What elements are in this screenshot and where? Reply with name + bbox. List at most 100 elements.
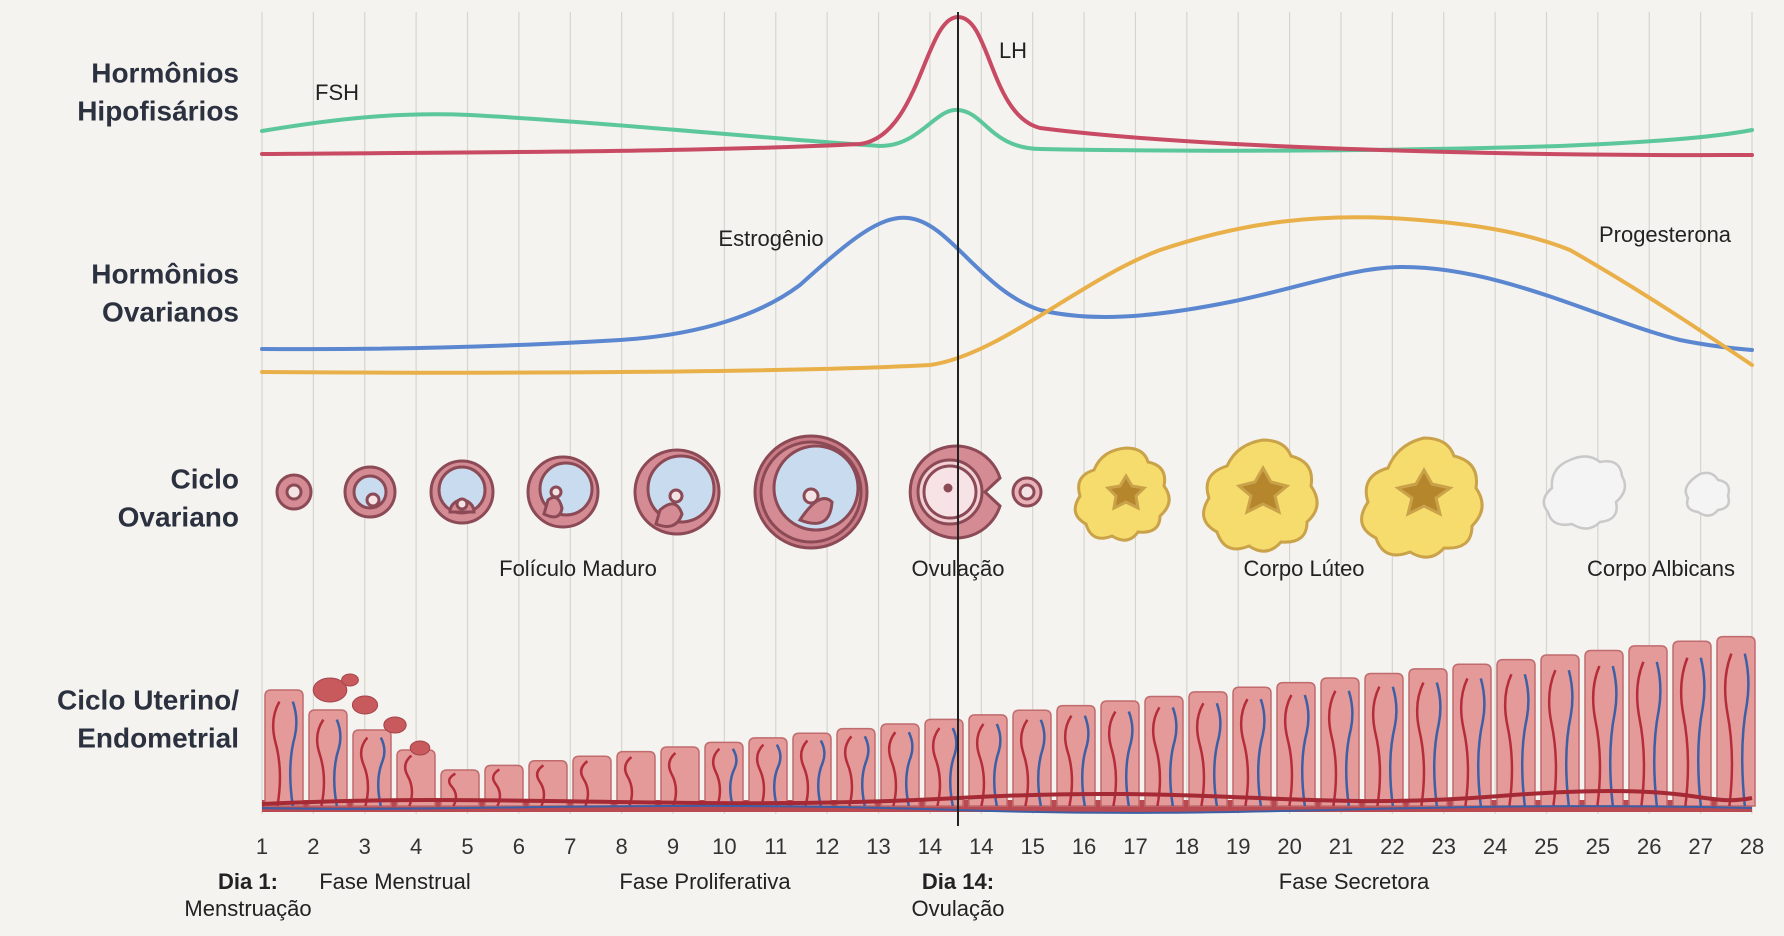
artery xyxy=(975,723,986,807)
day-label: 7 xyxy=(564,834,576,859)
vein xyxy=(1081,715,1090,807)
shed-fragment xyxy=(312,677,348,703)
shed-fragment xyxy=(409,740,431,756)
phase-title: Dia 14: xyxy=(922,869,994,894)
vein xyxy=(905,731,914,807)
vein xyxy=(729,748,738,807)
row-label: Hormônios xyxy=(91,258,239,289)
day-label: 5 xyxy=(461,834,473,859)
endometrium-column xyxy=(308,709,348,807)
phase-subtitle: Ovulação xyxy=(912,896,1005,921)
shed-fragment xyxy=(351,695,379,715)
lh-curve xyxy=(260,14,1754,158)
day-label: 26 xyxy=(1637,834,1661,859)
corpus-luteum xyxy=(1073,436,1484,559)
artery xyxy=(579,760,590,807)
vein xyxy=(993,723,1002,807)
phase-label: Fase Menstrual xyxy=(319,869,471,894)
vein xyxy=(1476,678,1486,807)
curve-label: Progesterona xyxy=(1599,222,1732,247)
artery xyxy=(1415,682,1426,807)
endometrium-column xyxy=(880,723,920,807)
artery xyxy=(1635,661,1646,807)
day-label: 3 xyxy=(359,834,371,859)
day-label: 20 xyxy=(1277,834,1301,859)
day-label: 24 xyxy=(1483,834,1507,859)
artery xyxy=(667,751,678,807)
vein xyxy=(861,735,870,807)
endometrium-column xyxy=(1056,704,1096,807)
day-label: 12 xyxy=(815,834,839,859)
row-label: Hipofisários xyxy=(77,95,239,126)
day-label: 1 xyxy=(256,834,268,859)
basal-vessel xyxy=(261,788,1753,806)
artery xyxy=(799,739,810,807)
phase-subtitle: Menstruação xyxy=(184,896,311,921)
endometrium-column xyxy=(352,729,392,807)
estrogen-curve xyxy=(260,215,1754,352)
artery xyxy=(1063,714,1074,807)
artery xyxy=(271,700,282,807)
artery xyxy=(1503,673,1514,807)
endometrium-column xyxy=(1320,677,1360,807)
endometrium-column xyxy=(1188,691,1228,807)
endometrium-column xyxy=(1452,663,1492,807)
endometrium-column xyxy=(264,689,304,807)
day-label: 11 xyxy=(764,834,787,859)
artery xyxy=(1195,702,1206,807)
endometrium-column xyxy=(396,749,436,807)
endometrium-column xyxy=(836,727,876,807)
vein xyxy=(1432,682,1442,807)
row-label: Ciclo xyxy=(171,463,239,494)
ovary-label: Folículo Maduro xyxy=(499,556,657,581)
shed-fragment xyxy=(341,673,359,687)
row-label: Endometrial xyxy=(77,722,239,753)
artery xyxy=(1019,719,1030,807)
artery xyxy=(623,756,634,807)
vein xyxy=(1740,653,1750,807)
artery xyxy=(711,747,722,807)
artery xyxy=(1239,698,1250,807)
vein xyxy=(1388,686,1398,807)
phase-label: Fase Proliferativa xyxy=(619,869,791,894)
vein xyxy=(1168,706,1178,807)
vein xyxy=(1300,694,1310,807)
day-label: 25 xyxy=(1586,834,1610,859)
endometrium-column xyxy=(968,714,1008,807)
endometrium-column xyxy=(1232,686,1272,807)
artery xyxy=(1591,665,1602,807)
day-label: 14 xyxy=(969,834,993,859)
day-label: 13 xyxy=(866,834,890,859)
vein xyxy=(1256,698,1266,807)
ovary-label: Corpo Albicans xyxy=(1587,556,1735,581)
artery xyxy=(403,754,414,807)
endometrium-column xyxy=(1672,640,1712,807)
day-label: 21 xyxy=(1329,834,1353,859)
artery xyxy=(843,735,854,807)
endometrium-column xyxy=(792,732,832,807)
artery xyxy=(359,736,370,807)
vein xyxy=(1696,657,1706,807)
endometrium-column xyxy=(1276,681,1316,807)
endometrium-column xyxy=(1100,700,1140,807)
day-label: 17 xyxy=(1123,834,1147,859)
day-label: 6 xyxy=(513,834,525,859)
artery xyxy=(931,727,942,807)
day-label: 15 xyxy=(1020,834,1044,859)
row-label: Ovariano xyxy=(118,501,239,532)
day-label: 4 xyxy=(410,834,422,859)
artery xyxy=(535,764,546,807)
vein xyxy=(333,719,342,807)
endometrium-column xyxy=(1364,672,1404,807)
endometrium-column xyxy=(1408,668,1448,807)
phase-title: Dia 1: xyxy=(218,869,278,894)
day-label: 2 xyxy=(307,834,319,859)
day-axis: 1 2 3 4 5 6 7 8 9 10 11 12 13 14 14 15 16 17 18 19 20 21 22 23 2… xyxy=(256,834,1764,859)
endometrium-column xyxy=(1144,695,1184,807)
vein xyxy=(949,727,958,807)
vein xyxy=(1344,690,1354,807)
day-label: 8 xyxy=(616,834,628,859)
curve-label: LH xyxy=(999,38,1027,63)
endometrium-column xyxy=(1584,649,1624,807)
